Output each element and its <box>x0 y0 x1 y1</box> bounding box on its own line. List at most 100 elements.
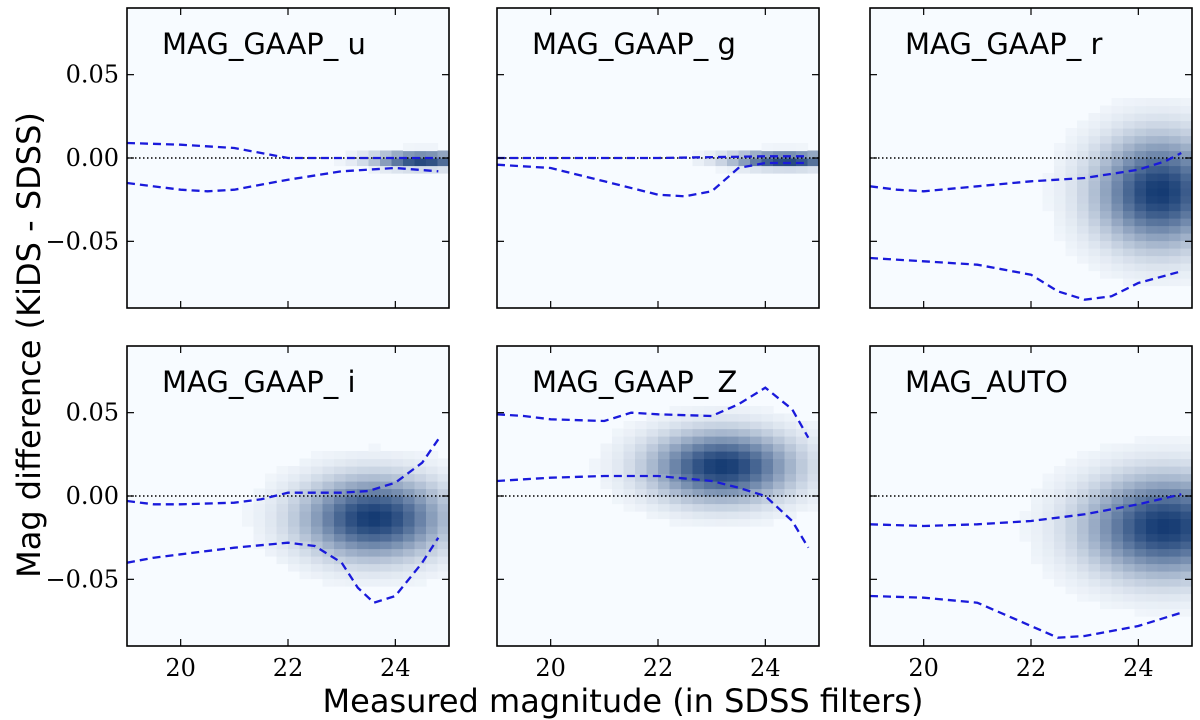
density-cell <box>1123 548 1136 557</box>
density-cell <box>715 436 728 445</box>
density-cell <box>635 421 648 430</box>
density-cell <box>391 533 404 542</box>
density-cell <box>437 165 449 174</box>
density-cell <box>635 481 648 490</box>
density-cell <box>288 518 301 527</box>
density-cell <box>288 511 301 520</box>
density-cell <box>646 488 659 497</box>
density-cell <box>1134 593 1147 602</box>
density-cell <box>1111 578 1124 587</box>
density-cell <box>1031 503 1044 512</box>
density-cell <box>391 158 404 167</box>
density-cell <box>1042 548 1055 557</box>
density-cell <box>391 578 404 587</box>
density-cell <box>322 548 335 557</box>
density-cell <box>669 503 682 512</box>
density-cell <box>1180 488 1192 497</box>
density-cell <box>784 473 797 482</box>
density-cell <box>1088 218 1101 227</box>
density-cell <box>1065 180 1078 189</box>
density-cell <box>1077 466 1090 475</box>
density-cell <box>299 466 312 475</box>
density-cell <box>1100 443 1113 452</box>
density-cell <box>750 150 763 159</box>
density-cell <box>1169 473 1182 482</box>
density-cell <box>1088 240 1101 249</box>
density-cell <box>1123 98 1136 107</box>
density-cell <box>1100 158 1113 167</box>
density-cell <box>1180 466 1192 475</box>
density-cell <box>311 511 324 520</box>
density-cell <box>403 466 416 475</box>
density-cell <box>738 165 751 174</box>
density-cell <box>1031 496 1044 505</box>
density-cell <box>1123 541 1136 550</box>
density-cell <box>311 548 324 557</box>
density-cell <box>1111 165 1124 174</box>
density-cell <box>738 473 751 482</box>
density-cell <box>738 413 751 422</box>
density-cell <box>276 481 289 490</box>
density-cell <box>1111 533 1124 542</box>
density-cell <box>1054 466 1067 475</box>
density-cell <box>1088 458 1101 467</box>
density-cell <box>1123 128 1136 137</box>
density-cell <box>1134 436 1147 445</box>
density-cell <box>658 458 671 467</box>
density-cell <box>1054 503 1067 512</box>
density-cell <box>1065 473 1078 482</box>
density-cell <box>265 526 278 535</box>
density-cell <box>1180 496 1192 505</box>
density-cell <box>1123 218 1136 227</box>
density-cell <box>1157 518 1170 527</box>
density-cell <box>1100 218 1113 227</box>
density-cell <box>1180 541 1192 550</box>
density-cell <box>1157 466 1170 475</box>
density-cell <box>1180 481 1192 490</box>
density-cell <box>669 428 682 437</box>
density-cell <box>1100 548 1113 557</box>
density-cell <box>1111 120 1124 129</box>
density-cell <box>715 428 728 437</box>
density-cell <box>1111 180 1124 189</box>
density-cell <box>426 165 439 174</box>
density-cell <box>322 578 335 587</box>
density-cell <box>414 503 427 512</box>
density-cell <box>635 428 648 437</box>
density-cell <box>1146 135 1159 144</box>
density-cell <box>1088 248 1101 257</box>
density-cell <box>807 158 819 167</box>
density-cell <box>1146 165 1159 174</box>
density-cell <box>1065 533 1078 542</box>
density-cell <box>1054 578 1067 587</box>
density-cell <box>334 481 347 490</box>
density-cell <box>692 421 705 430</box>
density-cell <box>380 533 393 542</box>
density-cell <box>1169 203 1182 212</box>
density-cell <box>1077 533 1090 542</box>
density-cell <box>1054 533 1067 542</box>
x-tick-label: 24 <box>1123 654 1154 682</box>
density-cell <box>1134 451 1147 460</box>
density-cell <box>1054 210 1067 219</box>
density-cell <box>1146 601 1159 610</box>
density-cell <box>288 563 301 572</box>
density-cell <box>1100 240 1113 249</box>
density-cell <box>1180 165 1192 174</box>
density-cell <box>1157 158 1170 167</box>
density-cell <box>1100 473 1113 482</box>
density-cell <box>727 428 740 437</box>
density-cell <box>1157 601 1170 610</box>
density-cell <box>681 473 694 482</box>
panel-2: MAG_GAAP_ g <box>496 7 820 309</box>
density-cell <box>623 451 636 460</box>
density-cell <box>612 473 625 482</box>
density-cell <box>1077 556 1090 565</box>
density-cell <box>773 436 786 445</box>
density-cell <box>704 443 717 452</box>
density-cell <box>1169 255 1182 264</box>
density-cell <box>1157 180 1170 189</box>
density-cell <box>1111 563 1124 572</box>
density-cell <box>1111 601 1124 610</box>
density-cell <box>1134 473 1147 482</box>
